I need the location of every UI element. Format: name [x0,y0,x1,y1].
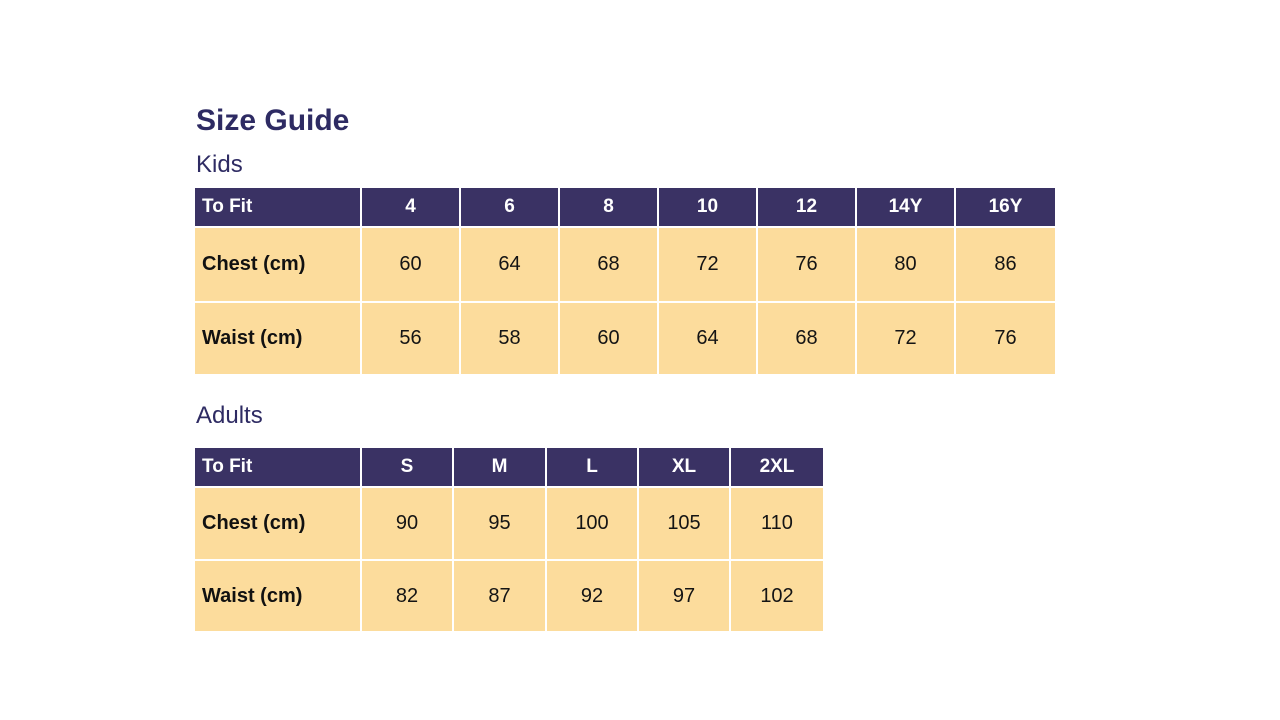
adults-waist-value: 92 [547,561,639,631]
adults-header-size-l: L [547,448,639,488]
kids-chest-value: 80 [857,228,956,303]
adults-chest-value: 90 [362,488,454,561]
adults-chest-label: Chest (cm) [195,488,362,561]
kids-header-size-8: 8 [560,188,659,228]
kids-header-size-4: 4 [362,188,461,228]
adults-header-to-fit: To Fit [195,448,362,488]
adults-waist-value: 102 [731,561,823,631]
kids-chest-value: 64 [461,228,560,303]
kids-header-size-14y: 14Y [857,188,956,228]
kids-chest-value: 68 [560,228,659,303]
kids-waist-row: Waist (cm) 56 58 60 64 68 72 76 [195,303,1055,374]
adults-chest-value: 100 [547,488,639,561]
kids-header-row: To Fit 4 6 8 10 12 14Y 16Y [195,188,1055,228]
section-label-kids: Kids [196,151,243,178]
kids-waist-value: 68 [758,303,857,374]
kids-chest-value: 86 [956,228,1055,303]
kids-chest-row: Chest (cm) 60 64 68 72 76 80 86 [195,228,1055,303]
kids-header-size-10: 10 [659,188,758,228]
adults-header-size-s: S [362,448,454,488]
kids-waist-value: 72 [857,303,956,374]
adults-waist-label: Waist (cm) [195,561,362,631]
kids-waist-value: 64 [659,303,758,374]
kids-waist-value: 60 [560,303,659,374]
kids-chest-value: 60 [362,228,461,303]
adults-header-size-xl: XL [639,448,731,488]
adults-size-table: To Fit S M L XL 2XL Chest (cm) 90 95 100… [195,448,823,631]
adults-chest-row: Chest (cm) 90 95 100 105 110 [195,488,823,561]
kids-header-size-16y: 16Y [956,188,1055,228]
adults-chest-value: 105 [639,488,731,561]
section-label-adults: Adults [196,402,263,429]
adults-waist-value: 82 [362,561,454,631]
adults-chest-value: 95 [454,488,547,561]
kids-header-size-12: 12 [758,188,857,228]
adults-chest-value: 110 [731,488,823,561]
adults-waist-value: 87 [454,561,547,631]
kids-size-table: To Fit 4 6 8 10 12 14Y 16Y Chest (cm) 60… [195,188,1055,374]
kids-chest-value: 72 [659,228,758,303]
kids-waist-value: 58 [461,303,560,374]
kids-waist-value: 76 [956,303,1055,374]
adults-waist-value: 97 [639,561,731,631]
adults-waist-row: Waist (cm) 82 87 92 97 102 [195,561,823,631]
adults-header-row: To Fit S M L XL 2XL [195,448,823,488]
kids-header-to-fit: To Fit [195,188,362,228]
page-title: Size Guide [196,104,350,137]
adults-header-size-2xl: 2XL [731,448,823,488]
kids-waist-value: 56 [362,303,461,374]
kids-chest-value: 76 [758,228,857,303]
kids-header-size-6: 6 [461,188,560,228]
kids-chest-label: Chest (cm) [195,228,362,303]
adults-header-size-m: M [454,448,547,488]
kids-waist-label: Waist (cm) [195,303,362,374]
